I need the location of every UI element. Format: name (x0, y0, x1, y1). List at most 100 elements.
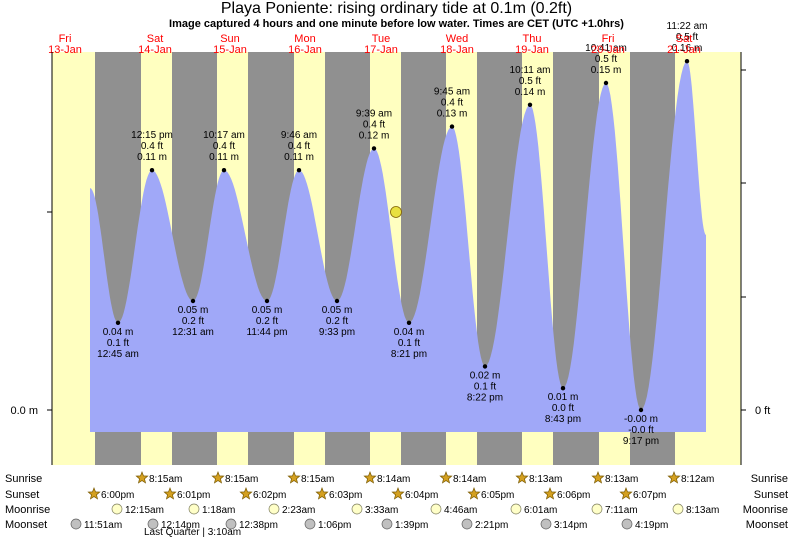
moonset-time: 4:19pm (635, 520, 668, 531)
row-label-right-moonset: Moonset (746, 519, 788, 531)
high-tide-m: 0.11 m (284, 152, 314, 163)
day-name-label: Thu (523, 33, 542, 45)
low-tide-time: 9:17 pm (623, 436, 659, 447)
moonrise-icon (188, 503, 200, 515)
sunset-icon (87, 487, 101, 500)
moonrise-time: 8:13am (686, 505, 719, 516)
day-date-label: 17-Jan (364, 44, 398, 56)
high-tide-ft: 0.5 ft (519, 76, 541, 87)
moonrise-icon (430, 503, 442, 515)
moonset-icon (621, 518, 633, 530)
sunset-time: 6:00pm (101, 490, 134, 501)
moonrise-icon (510, 503, 522, 515)
sunrise-time: 8:14am (377, 474, 410, 485)
low-tide-m: 0.05 m (252, 305, 283, 316)
high-tide-time: 11:22 am (667, 21, 708, 32)
high-tide-m: 0.11 m (209, 152, 239, 163)
high-tide-time: 12:15 pm (131, 130, 173, 141)
moonset-time: 1:06pm (318, 520, 351, 531)
chart-subtitle: Image captured 4 hours and one minute be… (169, 18, 624, 30)
low-tide-m: 0.05 m (322, 305, 353, 316)
sunset-icon (163, 487, 177, 500)
moonrise-time: 2:23am (282, 505, 315, 516)
sunrise-icon (439, 471, 453, 484)
moonrise-time: 1:18am (202, 505, 235, 516)
moonset-time: 2:21pm (475, 520, 508, 531)
high-tide-time: 10:41 am (585, 43, 627, 54)
tide-extreme-dot (638, 407, 644, 413)
day-date-label: 13-Jan (48, 44, 82, 56)
high-tide-m: 0.15 m (591, 65, 622, 76)
low-tide-ft: 0.2 ft (256, 316, 278, 327)
moonset-time: 12:38pm (239, 520, 278, 531)
chart-title: Playa Poniente: rising ordinary tide at … (220, 0, 573, 17)
moonrise-icon (591, 503, 603, 515)
high-tide-time: 10:11 am (510, 65, 551, 76)
high-tide-ft: 0.4 ft (213, 141, 235, 152)
row-label-left-moonset: Moonset (5, 519, 47, 531)
day-date-label: 14-Jan (138, 44, 172, 56)
low-tide-time: 9:33 pm (319, 327, 355, 338)
low-tide-time: 12:31 am (172, 327, 214, 338)
sunrise-icon (667, 471, 681, 484)
sunrise-icon (515, 471, 529, 484)
day-name-label: Sun (220, 33, 240, 45)
low-tide-m: 0.05 m (178, 305, 209, 316)
sunset-icon (391, 487, 405, 500)
tide-extreme-dot (603, 80, 609, 86)
moonrise-time: 7:11am (605, 505, 638, 516)
day-date-label: 16-Jan (288, 44, 322, 56)
low-tide-ft: -0.0 ft (628, 425, 654, 436)
current-tide-marker (390, 206, 402, 218)
tide-extreme-dot (221, 168, 227, 173)
low-tide-ft: 0.2 ft (182, 316, 204, 327)
high-tide-m: 0.12 m (359, 130, 390, 141)
tide-extreme-dot (149, 168, 155, 173)
high-tide-time: 9:46 am (281, 130, 317, 141)
row-label-left-sunset: Sunset (5, 489, 39, 501)
low-tide-ft: 0.1 ft (107, 338, 129, 349)
moon-phase-label: Last Quarter | 3:10am (144, 527, 241, 538)
row-label-right-moonrise: Moonrise (743, 504, 788, 516)
day-name-label: Tue (372, 33, 391, 45)
day-name-label: Wed (446, 33, 468, 45)
tide-extreme-dot (560, 386, 566, 391)
tide-extreme-dot (115, 320, 121, 325)
moonset-icon (225, 518, 237, 530)
day-date-label: 20-Jan (591, 44, 625, 56)
sunset-time: 6:01pm (177, 490, 210, 501)
tide-curve (90, 61, 706, 432)
tide-extreme-dot (334, 298, 340, 304)
low-tide-time: 11:44 pm (247, 327, 288, 338)
moonrise-icon (351, 503, 363, 515)
tide-extreme-dot (264, 298, 270, 304)
moonset-time: 12:14pm (161, 520, 200, 531)
sunset-icon (467, 487, 481, 500)
moonrise-time: 12:15am (125, 505, 164, 516)
low-tide-ft: 0.1 ft (398, 338, 420, 349)
day-name-label: Fri (602, 33, 615, 45)
sunrise-time: 8:15am (225, 474, 258, 485)
low-tide-time: 12:45 am (97, 349, 139, 360)
high-tide-time: 9:45 am (434, 87, 470, 98)
y-axis-left-label: 0.0 m (10, 405, 38, 417)
moonset-icon (461, 518, 473, 530)
sunset-time: 6:04pm (405, 490, 438, 501)
low-tide-time: 8:43 pm (545, 414, 581, 425)
moonrise-time: 6:01am (524, 505, 557, 516)
sunset-time: 6:02pm (253, 490, 286, 501)
tide-extreme-dot (449, 124, 455, 129)
sunrise-time: 8:15am (149, 474, 182, 485)
moonset-icon (304, 518, 316, 530)
moonset-icon (70, 518, 82, 530)
moonset-time: 11:51am (84, 520, 122, 531)
high-tide-time: 9:39 am (356, 108, 392, 119)
low-tide-m: -0.00 m (624, 414, 658, 425)
moonrise-icon (268, 503, 280, 515)
sunrise-time: 8:13am (605, 474, 638, 485)
sunrise-time: 8:12am (681, 474, 714, 485)
sunrise-icon (591, 471, 605, 484)
day-name-label: Sat (676, 33, 693, 45)
sunrise-time: 8:14am (453, 474, 486, 485)
